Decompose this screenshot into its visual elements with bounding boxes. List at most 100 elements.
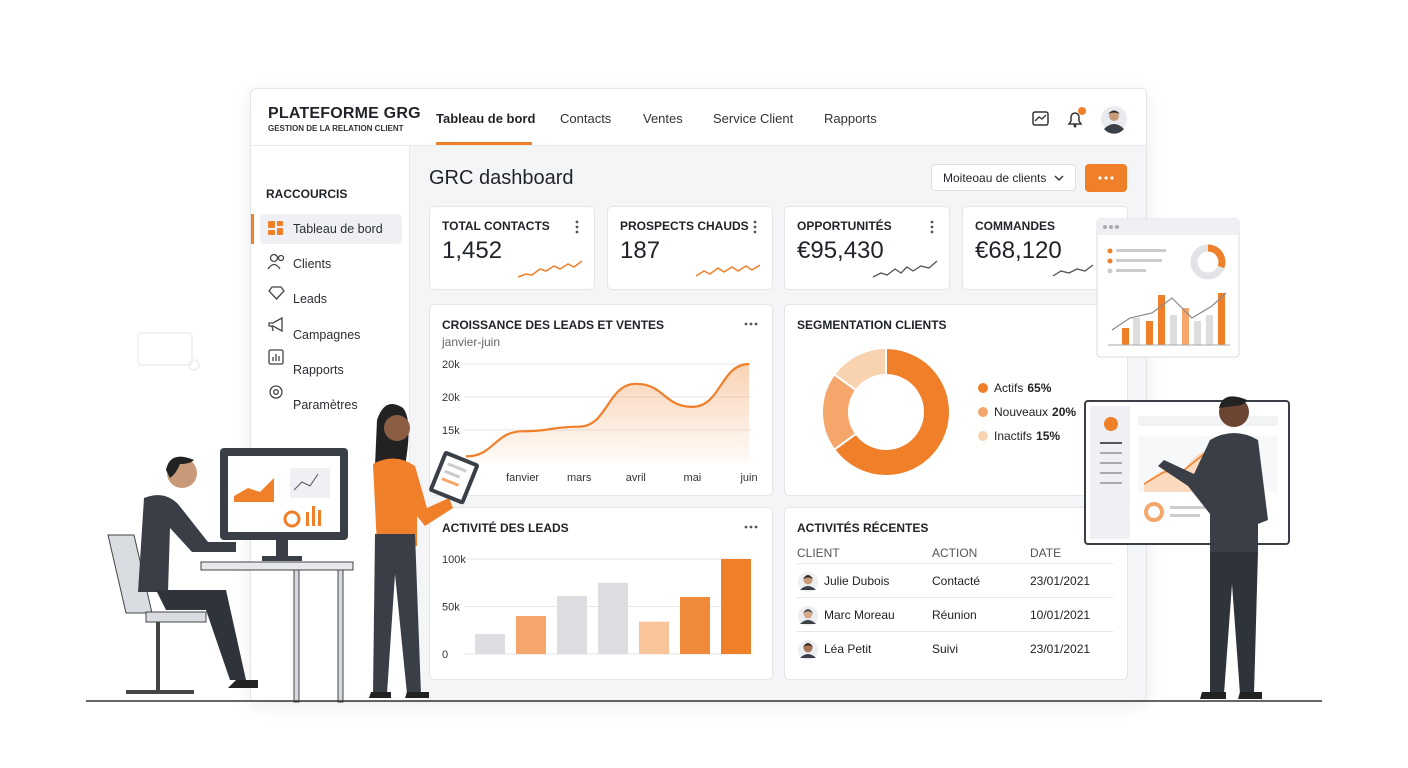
kpi-card: PROSPECTS CHAUDS 187 xyxy=(607,206,773,290)
table-cell: Marc Moreau xyxy=(824,608,895,622)
x-tick-label: mai xyxy=(684,472,702,484)
legend-label: Inactifs xyxy=(994,429,1032,443)
donut-chart-panel: Actifs 65% Nouveaux 20% Inactifs 15% SEGMENTA… xyxy=(784,304,1128,496)
illustration-rect xyxy=(1206,315,1213,345)
illustration-path xyxy=(156,590,246,680)
legend-value: 20% xyxy=(1052,405,1076,419)
kpi-value: 187 xyxy=(620,237,661,264)
illustration-circle xyxy=(1115,225,1119,229)
table-cell: 10/01/2021 xyxy=(1030,608,1091,622)
illustration-polyline xyxy=(1052,264,1094,277)
filter-dropdown[interactable]: Moiteoau de clients xyxy=(931,164,1076,191)
illustration-circle xyxy=(1109,225,1113,229)
sidebar-active-bar xyxy=(251,214,254,244)
row-avatar xyxy=(798,640,818,660)
card-menu[interactable] xyxy=(570,219,584,235)
illustration-polyline xyxy=(1034,114,1047,122)
illustration-rect xyxy=(1138,416,1278,426)
illustration-path xyxy=(1104,124,1124,134)
illustration-rect xyxy=(276,540,288,558)
pie-slice xyxy=(832,346,951,477)
illustration-rect xyxy=(1116,259,1162,262)
sidebar-item[interactable]: Rapports xyxy=(293,363,344,377)
background-sketch xyxy=(137,332,200,371)
nav-item[interactable]: Rapports xyxy=(824,111,877,126)
bar xyxy=(557,596,587,654)
kpi-value: €95,430 xyxy=(797,237,884,264)
kpi-label: PROSPECTS CHAUDS xyxy=(620,219,749,233)
illustration-circle xyxy=(1104,176,1108,180)
kpi-label: COMMANDES xyxy=(975,219,1055,233)
panel-menu[interactable] xyxy=(742,522,762,532)
legend-entry: Actifs 65% xyxy=(994,381,1052,395)
legend-value: 15% xyxy=(1036,429,1060,443)
nav-item[interactable]: Service Client xyxy=(713,111,794,126)
kpi-label: TOTAL CONTACTS xyxy=(442,219,550,233)
x-tick-label: avril xyxy=(626,472,646,484)
illustration-circle xyxy=(930,220,934,224)
sidebar-item[interactable]: Clients xyxy=(293,257,332,271)
illustration-path xyxy=(268,316,283,333)
sidebar-item[interactable]: Paramètres xyxy=(293,398,358,412)
sidebar-item[interactable]: Leads xyxy=(293,292,328,306)
chevron xyxy=(1054,175,1064,181)
kpi-label: OPPORTUNITÉS xyxy=(797,219,892,233)
analytics-icon[interactable] xyxy=(1032,111,1049,126)
illustration-circle xyxy=(744,322,748,326)
legend-label: Actifs xyxy=(994,381,1023,395)
nav-active-underline xyxy=(436,142,532,145)
reports-icon xyxy=(268,349,284,365)
illustration-path xyxy=(166,456,194,478)
nav-item[interactable]: Contacts xyxy=(560,111,612,126)
panel-title: ACTIVITÉ DES LEADS xyxy=(442,521,569,535)
sidebar-active-bg xyxy=(260,214,402,244)
illustration-rect xyxy=(1194,321,1201,345)
table-cell: Contacté xyxy=(932,574,981,588)
card-menu[interactable] xyxy=(748,219,762,235)
illustration-path xyxy=(1207,244,1226,269)
nav-item[interactable]: Tableau de bord xyxy=(436,111,536,126)
sparkline xyxy=(695,264,761,277)
illustration-rect xyxy=(1218,293,1225,345)
table-cell: Léa Petit xyxy=(824,642,872,656)
nav-item[interactable]: Ventes xyxy=(643,111,683,126)
sidebar-item[interactable]: Tableau de bord xyxy=(293,222,383,236)
illustration-path xyxy=(373,534,421,694)
legend-marker xyxy=(978,431,988,441)
dashboard-icon xyxy=(268,221,283,235)
widget-bars xyxy=(1108,292,1230,346)
user-avatar[interactable] xyxy=(1101,106,1127,134)
illustration-rect xyxy=(441,477,460,487)
illustration-circle xyxy=(1104,417,1118,431)
illustration-circle xyxy=(1109,111,1119,121)
illustration-circle xyxy=(1107,258,1113,264)
illustration-rect xyxy=(268,349,284,365)
table-cell: 23/01/2021 xyxy=(1030,574,1091,588)
more-icon xyxy=(1098,176,1114,180)
sidebar-item[interactable]: Campagnes xyxy=(293,328,361,342)
brand-tagline: GESTION DE LA RELATION CLIENT xyxy=(268,124,404,133)
table-cell: 23/01/2021 xyxy=(1030,642,1091,656)
bar xyxy=(680,597,710,654)
illustration-rect xyxy=(1100,472,1122,474)
illustration-path xyxy=(369,692,429,698)
illustration-circle xyxy=(1103,225,1107,229)
illustration-rect xyxy=(312,506,315,526)
illustration-rect xyxy=(277,228,283,235)
illustration-polyline xyxy=(293,473,319,491)
illustration-polyline xyxy=(1111,292,1227,331)
avatar-body xyxy=(800,586,816,590)
illustration-rect xyxy=(1170,514,1200,517)
illustration-rect xyxy=(1100,442,1122,444)
panel-menu[interactable] xyxy=(742,319,762,329)
card-menu[interactable] xyxy=(925,219,939,235)
illustration-circle xyxy=(269,253,279,263)
widget-bar xyxy=(1097,219,1239,235)
illustration-path xyxy=(1200,692,1262,699)
illustration-circle xyxy=(1078,107,1086,115)
legend-entry: Inactifs 15% xyxy=(994,429,1060,443)
more-button[interactable] xyxy=(1085,164,1127,192)
pie-slice xyxy=(832,346,887,392)
y-tick-label: 15k xyxy=(442,425,460,437)
notification-icon[interactable] xyxy=(1067,107,1086,128)
